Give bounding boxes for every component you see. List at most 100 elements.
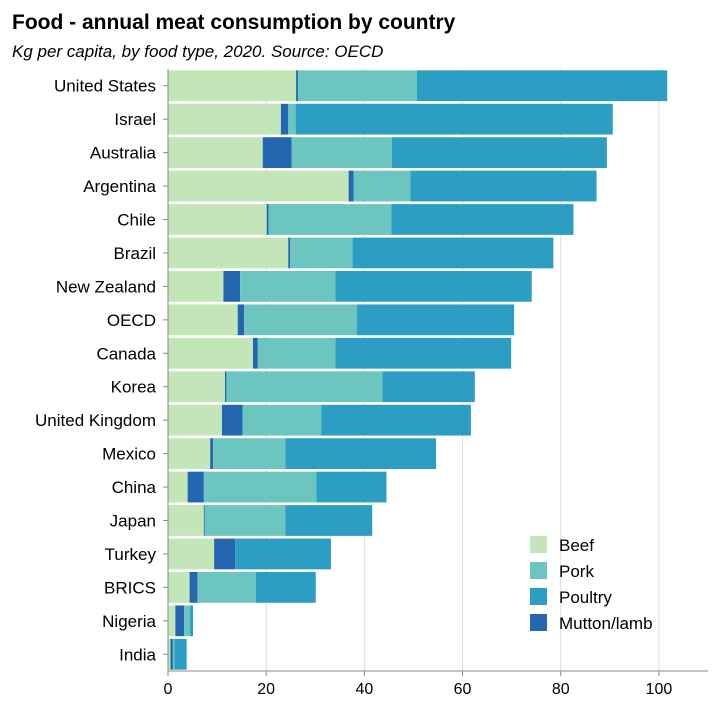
legend-label-beef: Beef — [559, 536, 594, 555]
bar-beef-united-kingdom — [168, 404, 222, 436]
legend-swatch-mutton-lamb — [530, 614, 547, 631]
category-label: Australia — [90, 144, 157, 163]
bar-beef-canada — [168, 337, 253, 369]
bar-poultry-nigeria — [190, 605, 194, 637]
axes: United States Israel Australia Argentina Chi… — [35, 69, 708, 698]
category-label: United States — [54, 77, 156, 96]
legend-swatch-poultry — [530, 588, 547, 605]
bar-poultry-canada — [335, 337, 512, 369]
bar-beef-united-states — [168, 70, 297, 102]
bar-pork-korea — [226, 371, 383, 403]
bar-beef-argentina — [168, 170, 349, 202]
bar-poultry-united-states — [416, 70, 668, 102]
category-label: India — [119, 645, 156, 664]
bar-mutton-lamb-china — [187, 471, 204, 503]
bar-pork-chile — [268, 204, 392, 235]
bar-pork-australia — [291, 137, 392, 168]
bar-beef-new-zealand — [168, 271, 224, 302]
bar-poultry-china — [316, 471, 387, 503]
bar-mutton-lamb-united-kingdom — [222, 404, 243, 436]
bar-poultry-india — [174, 638, 187, 670]
category-label: Turkey — [105, 545, 157, 564]
bar-mutton-lamb-nigeria — [175, 605, 185, 637]
bar-beef-china — [168, 471, 188, 503]
bar-beef-brics — [168, 572, 190, 603]
legend-label-pork: Pork — [559, 562, 594, 581]
category-label: Korea — [111, 378, 157, 397]
bar-pork-argentina — [353, 170, 411, 202]
bar-mutton-lamb-argentina — [348, 170, 354, 202]
bar-mutton-lamb-new-zealand — [223, 271, 241, 302]
category-label: Argentina — [83, 177, 156, 196]
bar-pork-israel — [288, 103, 296, 135]
bar-beef-israel — [168, 103, 281, 135]
bar-poultry-korea — [382, 371, 475, 403]
bar-pork-nigeria — [184, 605, 191, 637]
category-label: New Zealand — [56, 277, 156, 296]
bar-poultry-australia — [391, 137, 607, 168]
chart-subtitle: Kg per capita, by food type, 2020. Sourc… — [12, 42, 383, 61]
bar-poultry-israel — [295, 103, 613, 135]
category-label: Canada — [96, 344, 156, 363]
category-label: Nigeria — [102, 612, 156, 631]
legend-swatch-beef — [530, 536, 547, 553]
bar-mutton-lamb-india — [170, 638, 173, 670]
x-tick-label: 80 — [552, 681, 570, 698]
bar-pork-new-zealand — [240, 271, 336, 302]
bar-mutton-lamb-korea — [224, 371, 227, 403]
bar-pork-united-kingdom — [242, 404, 322, 436]
bar-pork-china — [203, 471, 317, 503]
bar-mutton-lamb-mexico — [210, 438, 214, 469]
x-tick-label: 40 — [355, 681, 373, 698]
category-label: United Kingdom — [35, 411, 156, 430]
category-label: Chile — [117, 211, 156, 230]
chart-title: Food - annual meat consumption by countr… — [12, 11, 456, 34]
bar-beef-mexico — [168, 438, 211, 469]
bar-mutton-lamb-israel — [280, 103, 289, 135]
category-label: China — [112, 478, 157, 497]
bar-poultry-brazil — [352, 237, 554, 269]
bar-beef-india — [168, 638, 171, 670]
bar-beef-korea — [168, 371, 225, 403]
bar-poultry-chile — [391, 204, 574, 235]
bar-pork-brazil — [290, 237, 353, 269]
x-tick-label: 100 — [646, 681, 673, 698]
bar-beef-nigeria — [168, 605, 176, 637]
bar-poultry-argentina — [410, 170, 597, 202]
bar-poultry-japan — [285, 505, 373, 536]
bar-pork-brics — [197, 572, 256, 603]
bar-poultry-united-kingdom — [321, 404, 471, 436]
bar-pork-mexico — [213, 438, 286, 469]
x-tick-label: 0 — [164, 681, 173, 698]
bar-mutton-lamb-brazil — [288, 237, 291, 269]
bar-poultry-oecd — [357, 304, 515, 336]
bar-beef-brazil — [168, 237, 289, 269]
bar-beef-japan — [168, 505, 204, 536]
bar-mutton-lamb-canada — [252, 337, 258, 369]
bar-mutton-lamb-turkey — [214, 538, 236, 570]
bar-beef-chile — [168, 204, 267, 235]
x-tick-label: 60 — [454, 681, 472, 698]
bar-poultry-turkey — [235, 538, 331, 570]
bar-pork-japan — [204, 505, 286, 536]
bar-mutton-lamb-brics — [189, 572, 198, 603]
category-label: Brazil — [113, 244, 156, 263]
bar-mutton-lamb-united-states — [296, 70, 299, 102]
bar-mutton-lamb-oecd — [237, 304, 245, 336]
category-label: BRICS — [104, 578, 156, 597]
legend-label-poultry: Poultry — [559, 588, 612, 607]
x-tick-label: 20 — [257, 681, 275, 698]
bar-poultry-new-zealand — [335, 271, 532, 302]
legend-swatch-pork — [530, 562, 547, 579]
bar-pork-united-states — [298, 70, 417, 102]
bar-poultry-brics — [255, 572, 316, 603]
bar-mutton-lamb-japan — [203, 505, 205, 536]
bar-beef-australia — [168, 137, 263, 168]
legend: Beef Pork Poultry Mutton/lamb — [530, 536, 653, 633]
category-label: Mexico — [102, 445, 156, 464]
legend-label-mutton-lamb: Mutton/lamb — [559, 614, 653, 633]
category-label: Japan — [110, 512, 156, 531]
bar-beef-turkey — [168, 538, 215, 570]
bar-mutton-lamb-australia — [262, 137, 292, 168]
